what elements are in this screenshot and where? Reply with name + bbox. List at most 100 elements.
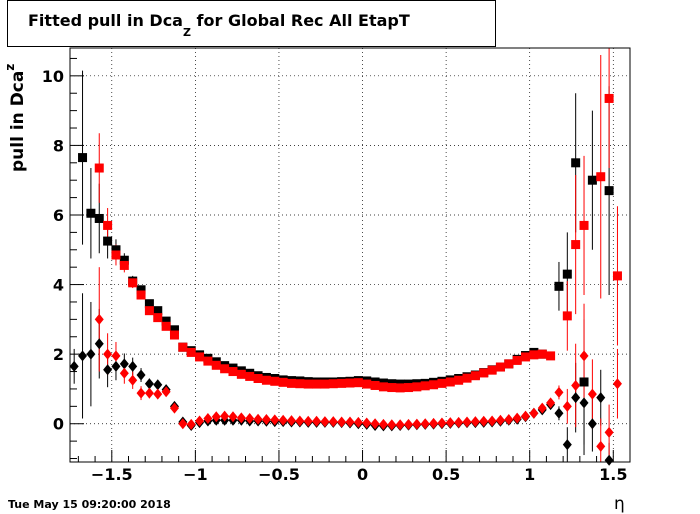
data-point-square <box>103 220 113 230</box>
data-point-diamond <box>178 418 188 430</box>
data-point-diamond <box>119 358 129 370</box>
data-point-square <box>136 290 146 300</box>
data-point-diamond <box>119 367 129 379</box>
data-point-square <box>144 306 154 316</box>
data-point-diamond <box>546 397 556 409</box>
y-tick-label: 0 <box>53 415 64 434</box>
data-point-square <box>445 377 455 387</box>
data-point-square <box>554 281 564 291</box>
data-point-diamond <box>94 338 104 350</box>
data-point-diamond <box>236 412 246 424</box>
x-tick-label: −0.5 <box>258 465 300 484</box>
data-point-diamond <box>562 400 572 412</box>
data-point-square <box>479 368 489 378</box>
data-point-square <box>270 376 280 386</box>
error-bars <box>73 48 618 462</box>
data-point-diamond <box>437 417 447 429</box>
data-point-square <box>362 379 372 389</box>
data-point-square <box>86 208 96 218</box>
data-point-square <box>604 93 614 103</box>
data-point-diamond <box>495 414 505 426</box>
data-point-diamond <box>604 426 614 438</box>
y-axis-label: pull in Dcaz <box>3 63 28 172</box>
y-tick-label: 6 <box>53 206 64 225</box>
data-point-diamond <box>604 454 614 466</box>
data-point-square <box>579 220 589 230</box>
data-point-diamond <box>487 415 497 427</box>
data-point-diamond <box>537 402 547 414</box>
data-point-diamond <box>220 410 230 422</box>
data-point-diamond <box>579 350 589 362</box>
data-point-diamond <box>470 416 480 428</box>
data-point-square <box>504 359 514 369</box>
data-points <box>69 93 622 466</box>
data-point-square <box>437 378 447 388</box>
data-point-square <box>312 379 322 389</box>
data-point-diamond <box>153 388 163 400</box>
x-tick-label: 1.5 <box>599 465 627 484</box>
data-point-square <box>345 378 355 388</box>
data-point-diamond <box>512 412 522 424</box>
data-point-diamond <box>186 418 196 430</box>
x-tick-label: 1 <box>524 465 535 484</box>
data-point-diamond <box>144 378 154 390</box>
data-point-square <box>186 347 196 357</box>
data-point-diamond <box>136 369 146 381</box>
x-tick-label: −1 <box>183 465 208 484</box>
data-point-diamond <box>554 407 564 419</box>
plot-frame <box>69 47 631 463</box>
data-point-square <box>454 375 464 385</box>
data-point-square <box>303 379 313 389</box>
data-point-diamond <box>253 413 263 425</box>
data-point-square <box>253 374 263 384</box>
data-point-diamond <box>571 392 581 404</box>
data-point-square <box>144 299 154 309</box>
data-point-square <box>562 269 572 279</box>
data-point-diamond <box>211 411 221 423</box>
data-point-square <box>220 364 230 374</box>
data-point-square <box>161 316 171 326</box>
data-point-diamond <box>337 416 347 428</box>
data-point-diamond <box>320 416 330 428</box>
data-point-square <box>119 255 129 265</box>
data-point-diamond <box>111 350 121 362</box>
data-point-square <box>128 278 138 288</box>
data-point-square <box>562 311 572 321</box>
data-point-diamond <box>195 415 205 427</box>
data-point-diamond <box>462 416 472 428</box>
data-point-diamond <box>103 364 113 376</box>
data-point-square <box>495 362 505 372</box>
data-point-diamond <box>420 418 430 430</box>
data-point-diamond <box>529 407 539 419</box>
data-point-diamond <box>387 419 397 431</box>
data-point-diamond <box>203 413 213 425</box>
data-point-square <box>470 371 480 381</box>
data-point-square <box>337 378 347 388</box>
data-point-square <box>604 186 614 196</box>
data-point-square <box>278 377 288 387</box>
data-point-square <box>245 371 255 381</box>
grid-lines <box>70 48 630 462</box>
data-point-square <box>420 381 430 391</box>
data-point-square <box>94 213 104 223</box>
data-point-square <box>571 240 581 250</box>
data-point-diamond <box>562 439 572 451</box>
data-point-square <box>378 382 388 392</box>
data-point-diamond <box>362 417 372 429</box>
data-point-diamond <box>169 402 179 414</box>
data-point-square <box>195 352 205 362</box>
data-point-square <box>546 351 556 361</box>
data-point-square <box>487 365 497 375</box>
data-point-diamond <box>612 378 622 390</box>
data-point-diamond <box>404 418 414 430</box>
data-point-diamond <box>153 379 163 391</box>
data-point-square <box>462 373 472 383</box>
data-point-diamond <box>128 374 138 386</box>
data-point-diamond <box>454 416 464 428</box>
data-point-diamond <box>587 388 597 400</box>
data-point-diamond <box>571 379 581 391</box>
data-point-square <box>521 352 531 362</box>
data-point-diamond <box>245 413 255 425</box>
data-point-square <box>579 377 589 387</box>
